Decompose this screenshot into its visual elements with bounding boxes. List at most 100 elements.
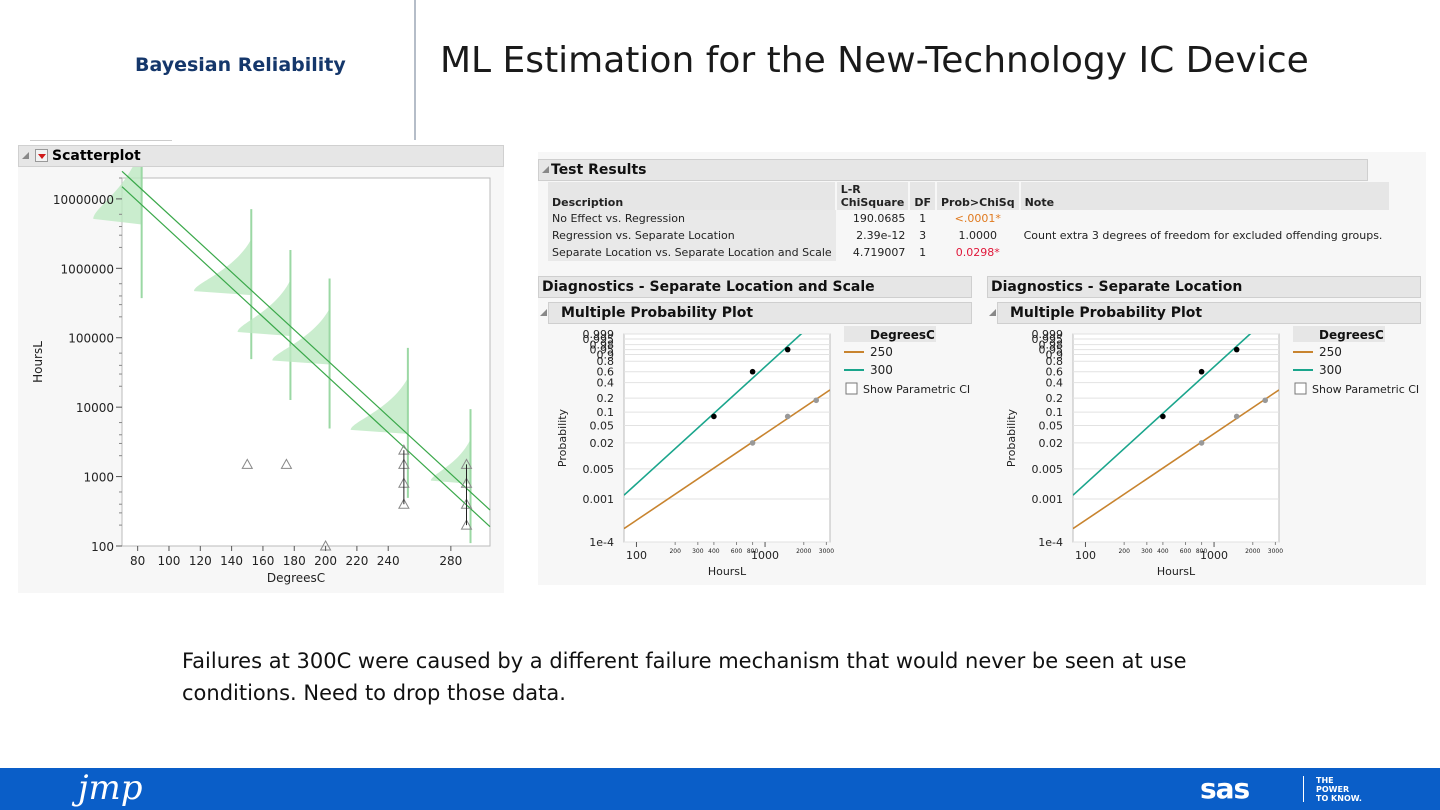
row-chisq: 4.719007 [852,246,906,259]
prob-tick-label: 0.001 [1032,493,1064,506]
jmp-logo: jmp [78,768,143,808]
diagnostics-right-title: Diagnostics - Separate Location [991,279,1243,295]
red-triangle-menu-icon[interactable] [35,149,48,162]
x-axis-label: HoursL [1157,565,1196,578]
x-minor-tick-label: 400 [1157,548,1169,555]
slide-caption: Failures at 300C were caused by a differ… [182,649,1187,705]
prob-tick-label: 0.2 [597,392,615,405]
prob-tick-label: 0.02 [590,437,615,450]
col-df: DF [909,182,937,210]
y-tick-label: 1000000 [61,262,114,276]
fit-line-250 [1073,389,1279,530]
x-minor-tick-label: 600 [731,548,743,555]
show-ci-label: Show Parametric CI [1312,383,1419,396]
y-tick-label: 1000 [83,471,114,485]
test-results-table: Description L-R ChiSquare DF Prob>ChiSq N… [548,182,1391,261]
fit-line-300 [1073,334,1252,496]
scatterplot-header: Scatterplot [18,145,504,167]
logo-separator [1303,776,1304,802]
prob-tick-label: 0.2 [1046,392,1064,405]
x-minor-tick-label: 2000 [796,548,811,555]
footer-bar [0,768,1440,810]
diagnostics-left-header[interactable]: Diagnostics - Separate Location and Scal… [538,276,972,298]
disclosure-triangle-icon[interactable] [22,152,29,159]
prob-tick-label: 0.6 [597,366,615,379]
prob-tick-label: 0.05 [1039,420,1064,433]
x-tick-label: 180 [283,554,306,568]
prob-tick-label: 0.995 [1032,333,1064,346]
show-ci-checkbox[interactable] [845,382,858,395]
scatterplot-chart: 10000000 1000000 100000 10000 1000 100 HoursL 8… [31,167,491,585]
prob-plot-left-header[interactable]: Multiple Probability Plot [540,302,972,324]
diagnostics-right-header[interactable]: Diagnostics - Separate Location [987,276,1421,298]
prob-tick-label: 1e-4 [589,536,614,549]
show-ci-checkbox[interactable] [1294,382,1307,395]
legend-label: 300 [1319,363,1342,377]
x-tick-label: 1000 [1200,549,1228,562]
prob-tick-label: 0.95 [1039,344,1064,357]
show-ci-label: Show Parametric CI [863,383,970,396]
prob-tick-label: 0.98 [1039,339,1064,352]
prob-plot-right-header[interactable]: Multiple Probability Plot [989,302,1421,324]
test-results-header[interactable]: Test Results [538,159,1368,181]
disclosure-triangle-icon[interactable] [540,309,547,316]
density-shape [237,280,291,337]
row-prob: 0.0298* [955,246,1000,259]
y-tick-label: 10000000 [53,193,114,207]
col-description: Description [548,182,837,210]
prob-plot-left-title: Multiple Probability Plot [561,305,754,321]
density-shape [93,167,142,225]
x-minor-tick-label: 400 [708,548,720,555]
x-axis-label: DegreesC [267,571,325,585]
prob-tick-label: 1e-4 [1038,536,1063,549]
x-minor-tick-label: 3000 [1268,548,1283,555]
data-point [749,368,756,375]
row-df: 3 [919,229,927,242]
prob-tick-label: 0.999 [583,328,615,341]
x-minor-tick-label: 200 [669,548,681,555]
y-tick-label: 10000 [76,401,114,415]
data-point [241,458,254,469]
data-point [1233,346,1240,353]
prob-tick-label: 0.005 [583,463,615,476]
prob-tick-label: 0.98 [590,339,615,352]
x-tick-label: 160 [251,554,274,568]
prob-tick-label: 0.4 [1046,377,1064,390]
y-axis-label: Probability [1005,408,1018,467]
prob-tick-label: 0.1 [1046,406,1064,419]
x-tick-label: 100 [626,549,647,562]
legend-title: DegreesC [1319,328,1384,342]
x-tick-label: 220 [345,554,368,568]
prob-tick-label: 0.05 [590,420,615,433]
legend-label: 300 [870,363,893,377]
col-note: Note [1019,182,1391,210]
x-tick-label: 120 [189,554,212,568]
x-axis-label: HoursL [708,565,747,578]
prob-tick-label: 0.95 [590,344,615,357]
prob-tick-label: 0.9 [597,349,615,362]
prob-tick-label: 0.001 [583,493,615,506]
density-shape [194,239,252,296]
row-prob: 1.0000 [958,229,998,242]
disclosure-triangle-icon[interactable] [989,309,996,316]
density-shape [350,377,408,434]
regression-line [121,186,491,528]
data-point [1198,368,1205,375]
prob-tick-label: 0.02 [1039,437,1064,450]
x-tick-label: 240 [377,554,400,568]
row-df: 1 [919,246,927,259]
col-lr-chisquare: L-R ChiSquare [835,182,911,210]
row-description: Separate Location vs. Separate Location … [548,244,836,261]
prob-tick-label: 0.8 [1046,355,1064,368]
y-axis-label: Probability [556,408,569,467]
legend-label: 250 [870,345,893,359]
density-shape [272,308,330,365]
disclosure-triangle-icon[interactable] [542,166,549,173]
table-row: No Effect vs. Regression 190.0685 1 <.00… [548,210,1390,227]
x-tick-label: 140 [220,554,243,568]
data-point [280,458,293,469]
row-note [1020,210,1390,227]
legend-title-bg [1293,326,1385,342]
